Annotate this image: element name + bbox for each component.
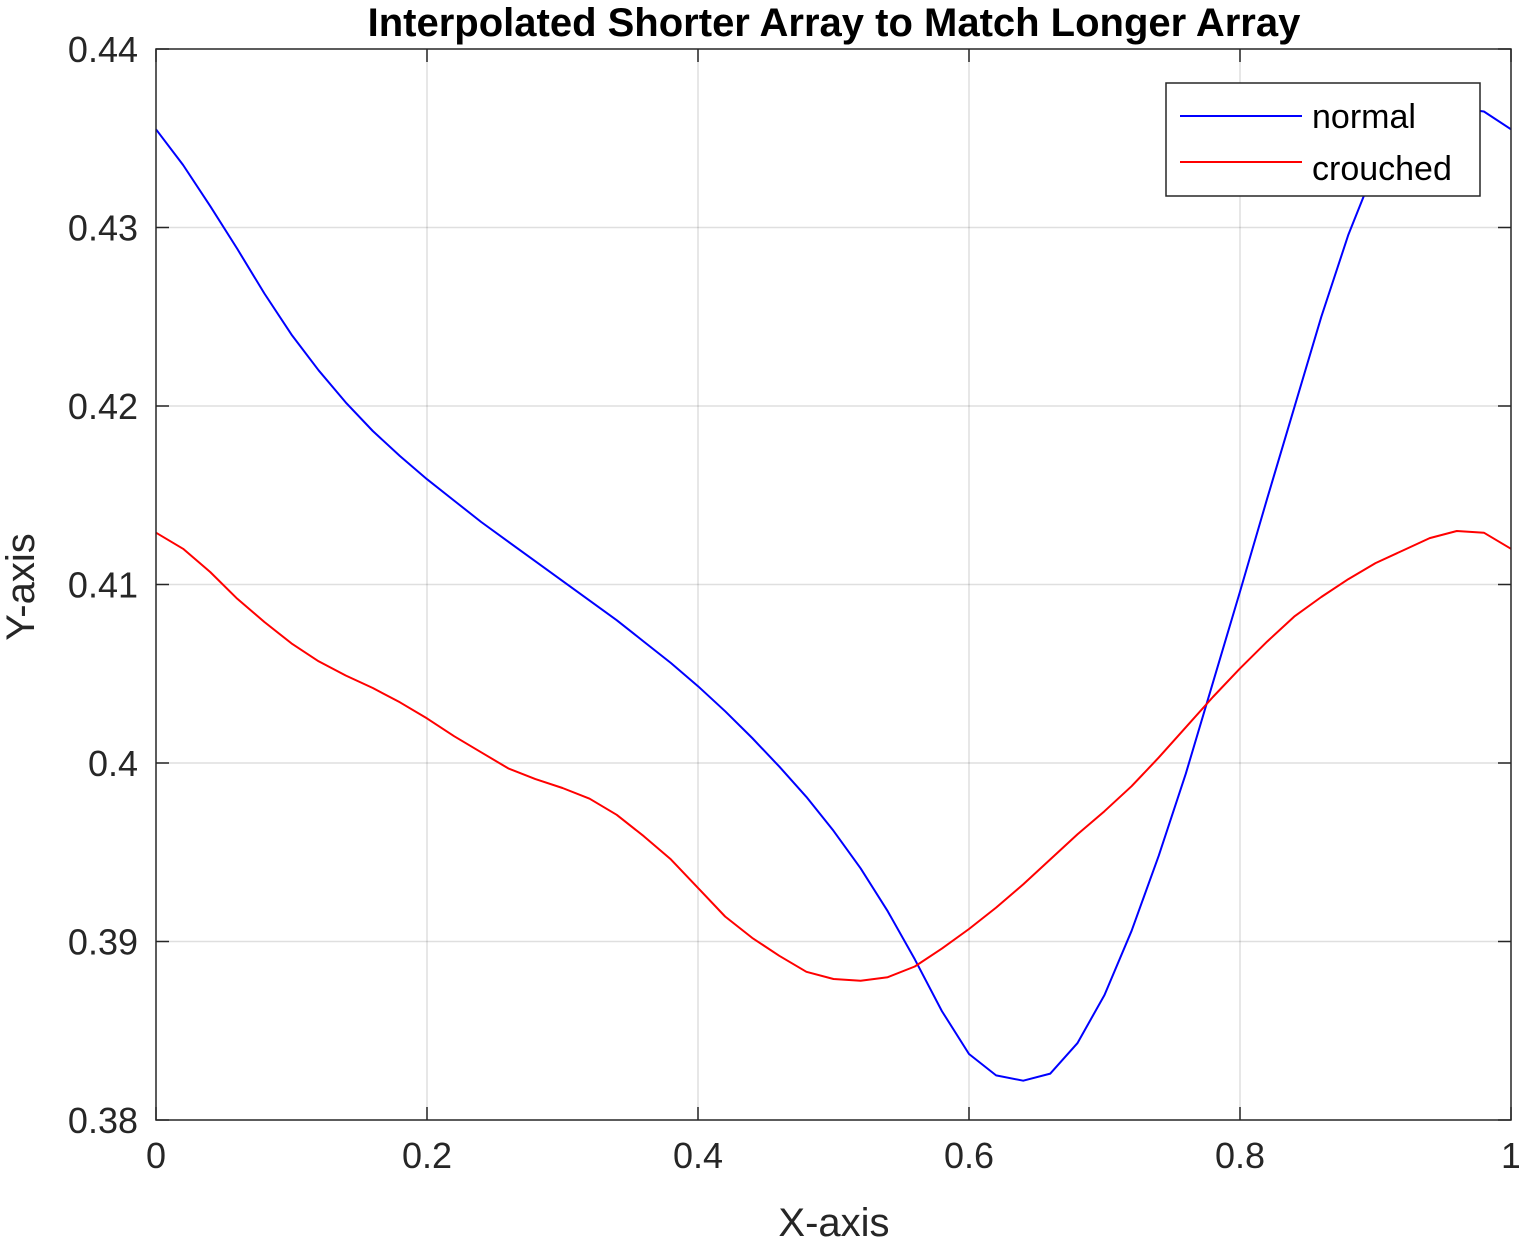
series-layer — [155, 106, 1512, 1082]
x-tick-label: 0.8 — [1215, 1135, 1265, 1176]
tick-marks — [155, 48, 1512, 1121]
grid-lines — [156, 49, 1511, 1120]
chart-title: Interpolated Shorter Array to Match Long… — [368, 1, 1302, 45]
x-axis-label: X-axis — [778, 1201, 889, 1244]
y-tick-label: 0.43 — [68, 208, 138, 249]
x-tick-labels: 0 0.2 0.4 0.6 0.8 1 — [146, 1135, 1519, 1176]
y-tick-labels: 0.38 0.39 0.4 0.41 0.42 0.43 0.44 — [68, 29, 138, 1141]
legend-box — [1165, 82, 1481, 197]
series-line-crouched — [155, 530, 1512, 982]
y-tick-label: 0.42 — [68, 386, 138, 427]
y-tick-label: 0.41 — [68, 565, 138, 606]
x-tick-label: 1 — [1501, 1135, 1519, 1176]
legend-label-normal: normal — [1312, 98, 1416, 136]
x-tick-label: 0.6 — [944, 1135, 994, 1176]
y-tick-label: 0.38 — [68, 1100, 138, 1141]
x-tick-label: 0.2 — [402, 1135, 452, 1176]
plot-area — [156, 49, 1511, 1120]
legend: normal crouched — [1165, 82, 1481, 197]
series-line-normal — [155, 106, 1512, 1082]
y-axis-label: Y-axis — [0, 533, 43, 640]
y-tick-label: 0.39 — [68, 922, 138, 963]
y-tick-label: 0.44 — [68, 29, 138, 70]
y-tick-label: 0.4 — [88, 743, 138, 784]
x-tick-label: 0 — [146, 1135, 166, 1176]
x-tick-label: 0.4 — [673, 1135, 723, 1176]
legend-label-crouched: crouched — [1312, 150, 1452, 188]
